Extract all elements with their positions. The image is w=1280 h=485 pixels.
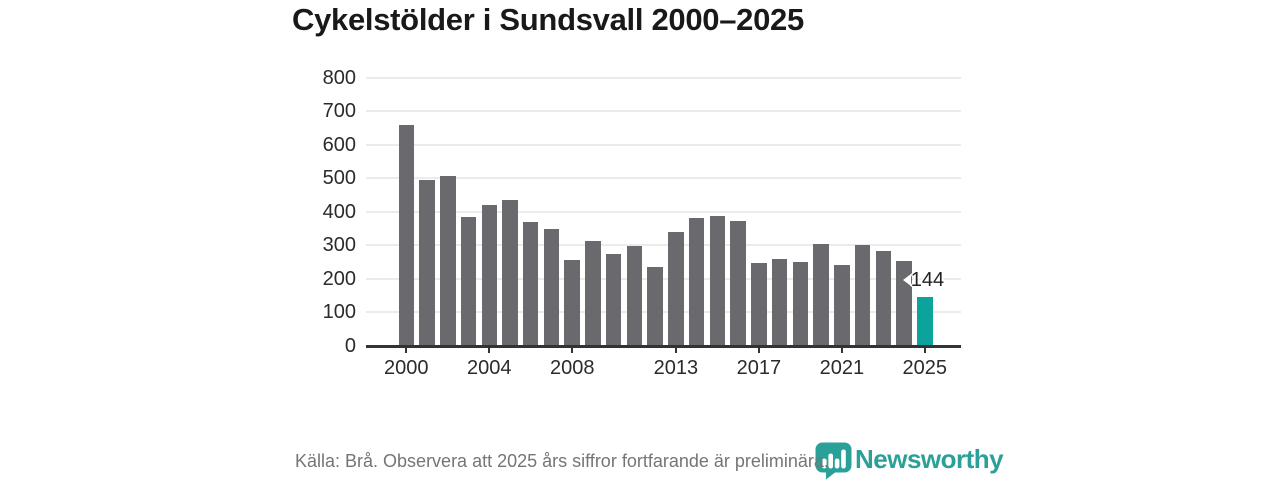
x-axis-tick [840,347,843,353]
bar [585,240,601,346]
bar [460,217,477,346]
gridline [366,143,961,146]
gridline [366,177,961,180]
bar [564,259,580,346]
bar [605,253,622,346]
x-axis-tick [571,347,574,353]
x-axis-tick-label: 2025 [902,357,948,379]
y-axis-tick-label: 800 [322,67,356,89]
x-axis-tick-label: 2008 [549,357,595,379]
bar [813,244,829,346]
bar [688,218,705,346]
y-axis-tick-label: 600 [322,133,356,156]
highlighted-bar [917,297,933,346]
gridline [366,110,961,113]
bar [647,267,663,346]
x-axis-tick [488,347,491,353]
x-axis-tick-label: 2000 [384,357,429,379]
bar [419,179,435,346]
bar [792,262,809,346]
y-axis-tick-label: 300 [322,234,356,257]
gridline [366,311,961,314]
x-axis-line [366,344,961,348]
bar [730,221,746,346]
newsworthy-logo: Newsworthy [815,441,1004,480]
newsworthy-wordmark: Newsworthy [855,444,1004,474]
bar [522,222,539,346]
callout-pointer [902,274,911,287]
bar [771,259,788,346]
bar-chart-badge-icon [815,442,853,485]
chart-title: Cykelstölder i Sundsvall 2000–2025 [292,2,804,37]
y-axis-tick-label: 400 [322,200,356,223]
bar [875,251,892,346]
x-axis-tick [674,347,677,353]
bar [626,246,643,346]
bar [543,229,560,346]
y-axis-tick-label: 700 [322,100,356,123]
gridline [366,277,961,280]
gridline [366,77,961,79]
y-axis-tick-label: 100 [322,301,356,324]
source-note: Källa: Brå. Observera att 2025 års siffr… [295,451,829,471]
bar [481,205,497,346]
bar [398,124,415,346]
bar [751,262,767,346]
x-axis-tick [405,347,408,353]
x-axis-tick-label: 2021 [819,357,865,379]
x-axis-tick [923,347,926,353]
gridline [366,244,961,247]
x-axis-tick-label: 2013 [653,357,699,379]
x-axis-tick-label: 2017 [736,357,782,379]
bar [854,244,871,346]
bar [440,175,456,346]
x-axis-tick-label: 2004 [467,357,512,379]
x-axis-tick [757,347,760,353]
value-callout: 144 [902,270,944,290]
bar [834,264,850,346]
bar [502,199,518,346]
y-axis-tick-label: 500 [322,167,356,190]
bar [668,232,684,346]
y-axis-tick-label: 200 [322,267,356,290]
gridline [366,210,961,213]
y-axis-tick-label: 0 [344,334,356,357]
bar [709,215,726,346]
